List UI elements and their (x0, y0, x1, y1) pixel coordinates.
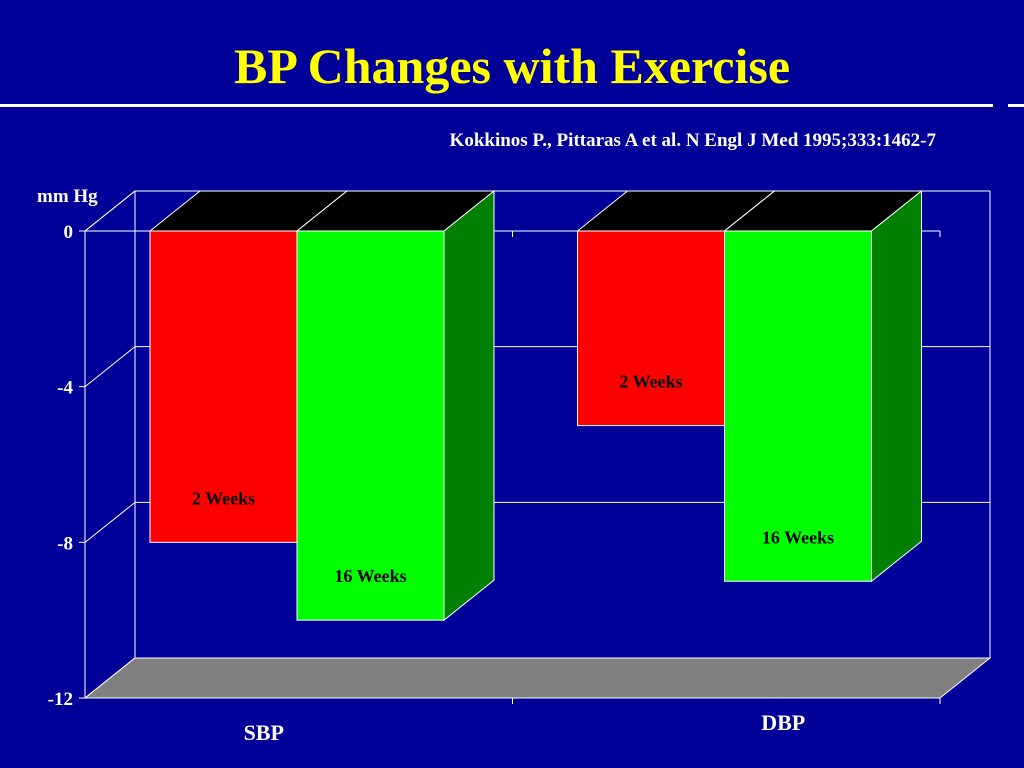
citation-text: Kokkinos P., Pittaras A et al. N Engl J … (449, 130, 936, 151)
bar-sbp-2-weeks (149, 230, 298, 543)
gridline-side (84, 501, 136, 543)
category-label-sbp: SBP (244, 720, 284, 745)
bar-dbp-2-weeks (577, 230, 725, 427)
chart-floor (83, 657, 992, 699)
bar-label: 16 Weeks (762, 527, 834, 547)
bar-label: 2 Weeks (619, 372, 682, 392)
bar-label: 16 Weeks (334, 566, 406, 586)
bars (148, 189, 923, 622)
chart-labels: 2 Weeks 16 Weeks SBP 2 Weeks 16 Weeks DBP (192, 372, 834, 745)
bar-dbp-16-weeks (724, 230, 872, 582)
slide-title: BP Changes with Exercise (233, 38, 791, 94)
title-rule-end (1008, 104, 1024, 107)
y-axis-unit: mm Hg (37, 186, 98, 207)
bar-side-face (443, 189, 495, 622)
title-rule (0, 104, 993, 107)
bar-label: 2 Weeks (192, 488, 255, 508)
bar-sbp-16-weeks (296, 230, 445, 621)
y-tick-label: -12 (48, 689, 73, 710)
bar-side-face (871, 189, 922, 583)
y-tick-label: -8 (57, 533, 73, 554)
y-tick-label: 0 (64, 222, 74, 243)
category-label-dbp: DBP (761, 710, 805, 735)
y-tick-label: -4 (57, 378, 73, 399)
gridline-side (84, 190, 136, 232)
gridline-side (84, 346, 136, 388)
